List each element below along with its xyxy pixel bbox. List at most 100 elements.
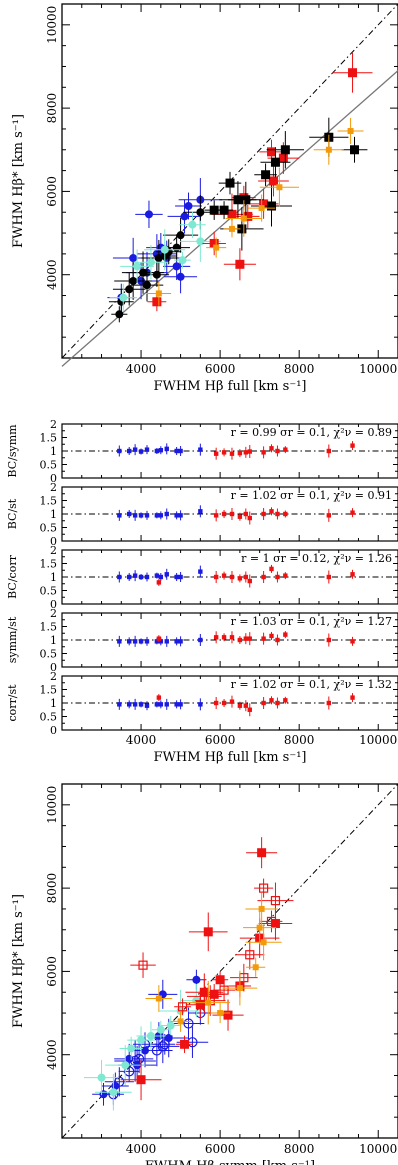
top-black-filled-square-point <box>241 195 251 205</box>
ratio-panel-5-ytick-label: 0 <box>50 724 57 737</box>
ratio-panel-1-blue-point <box>144 447 150 452</box>
ratio-panel-2-blue-point <box>174 513 179 518</box>
top-xlabel: FWHM Hβ full [km s⁻¹] <box>153 379 306 394</box>
ratio-panel-5-ytick-label: 1 <box>50 697 57 710</box>
top-red-filled-square-point <box>348 68 358 78</box>
ratio-panel-4-blue-point <box>127 639 132 644</box>
ratio-panel-1-ytick-label: 1.5 <box>40 432 58 445</box>
bottom-red-open-square-point <box>245 950 255 960</box>
ratio-panel-4-red-point <box>213 635 219 640</box>
top-ytick-label: 6000 <box>45 176 59 207</box>
ratio-panel-3-red-point <box>221 573 227 578</box>
bottom-orange-small-square-point <box>258 905 265 912</box>
ratio-panel-5-ytick-label: 1.5 <box>40 684 58 697</box>
ratio-panel-4-red-point <box>350 639 355 644</box>
ratio-panel-4-ylabel: symm/st <box>6 616 19 663</box>
ratio-panel-1-ytick-label: 0 <box>50 472 57 485</box>
ratio-panel-5-red-point <box>213 700 219 706</box>
ratio-panel-1-red-point <box>229 451 235 456</box>
top-ytick-label: 8000 <box>45 93 59 124</box>
ratio-panel-5-red-point <box>269 698 274 703</box>
ratio-panel-4-red-point <box>237 637 243 643</box>
ratio-xtick-label: 10000 <box>359 733 397 747</box>
ratio-panel-3-ytick-label: 1.5 <box>40 558 58 571</box>
bottom-cyan-filled-circle-point <box>166 1021 175 1030</box>
ratio-panel-5-red-point <box>156 695 162 700</box>
ratio-panel-2-red-point <box>283 511 288 517</box>
bottom-blue-filled-circle-point <box>164 1034 173 1043</box>
bottom-orange-small-square-point <box>256 924 263 931</box>
top-orange-small-square-point <box>213 244 220 251</box>
ratio-panel-4-red-point <box>326 637 332 643</box>
ratio-panel-4-blue-point <box>117 639 122 644</box>
bottom-orange-small-square-point <box>236 985 243 992</box>
bottom-red-open-square-point <box>270 896 281 906</box>
top-xtick-label: 8000 <box>284 362 315 376</box>
ratio-panel-3-red-point <box>247 578 252 584</box>
ratio-panel-5-red-point <box>243 703 249 708</box>
ratio-panel-2-red-point <box>261 511 266 517</box>
top-xtick-label: 4000 <box>126 362 157 376</box>
top-cyan-filled-circle-point <box>133 262 142 271</box>
ratio-panel-2-ytick-label: 1.5 <box>40 495 58 508</box>
top-orange-small-square-point <box>155 290 162 297</box>
ratio-panel-4-red-point <box>229 635 235 640</box>
bottom-red-open-square-point <box>138 960 148 970</box>
top-black-filled-circle-point <box>115 310 124 319</box>
ratio-panel-2-red-point <box>247 515 252 521</box>
ratio-panel-5-blue-point <box>144 703 150 708</box>
ratio-panel-4-blue-point <box>132 639 138 644</box>
bottom-xtick-label: 8000 <box>284 1142 315 1156</box>
top-red-filled-square-point <box>278 153 288 163</box>
ratio-panel-1-ytick-label: 0.5 <box>40 459 58 472</box>
ratio-panel-1-red-point <box>247 449 252 454</box>
ratio-panel-3-ylabel: BC/corr <box>6 554 19 598</box>
ratio-panel-5-red-point <box>261 700 266 706</box>
ratio-panel-5-red-point <box>283 698 288 703</box>
bottom-red-filled-square-point <box>257 848 267 858</box>
top-xtick-label: 6000 <box>205 362 236 376</box>
top-cyan-filled-circle-point <box>146 258 155 267</box>
bottom-cyan-filled-circle-point <box>137 1036 146 1045</box>
ratio-panel-5-blue-point <box>127 702 132 707</box>
top-cyan-filled-circle-point <box>160 245 169 254</box>
ratio-panel-5-blue-point <box>154 702 160 707</box>
ratio-panel-1-blue-point <box>174 448 179 454</box>
bottom-blue-open-circle-point <box>133 1053 145 1064</box>
ratio-panel-4-blue-point <box>158 639 164 644</box>
top-cyan-filled-circle-point <box>119 293 128 302</box>
bottom-xlabel: FWHM Hβ symm [km s⁻¹] <box>145 1159 315 1165</box>
ratio-panel-2-red-point <box>243 511 249 517</box>
ratio-panel-5-red-point <box>237 703 243 708</box>
ratio-panel-5-red-point <box>326 700 332 706</box>
ratio-panel-2-blue-point <box>178 513 183 518</box>
ratio-panel-2-blue-point <box>144 513 150 518</box>
ratio-panel-3-blue-point <box>138 574 144 580</box>
ratio-panel-3-red-point <box>326 574 332 580</box>
ratio-panel-4-blue-point <box>154 639 160 644</box>
ratio-panel-4-red-point <box>221 635 227 640</box>
ratio-panel-2-blue-point <box>198 509 203 514</box>
top-black-filled-square-point <box>267 201 277 211</box>
top-orange-small-square-point <box>240 215 247 222</box>
ratio-panel-3-blue-point <box>144 574 150 580</box>
ratio-panel-1-red-point <box>269 446 274 451</box>
ratio-panel-3-blue-point <box>198 569 203 574</box>
ratio-panel-1-blue-point <box>154 448 160 454</box>
top-black-filled-circle-point <box>172 243 181 252</box>
ratio-panel-2-red-point <box>326 513 332 518</box>
ratio-panel-4-red-point <box>156 636 162 641</box>
ratio-panel-3-ytick-label: 1 <box>50 571 57 584</box>
ratio-panel-1-ytick-label: 2 <box>50 418 57 431</box>
ratio-panel-3-blue-point <box>127 574 132 580</box>
top-blue-filled-circle-point <box>180 212 189 221</box>
top-blue-filled-circle-point <box>129 254 138 263</box>
ratio-panel-4-blue-point <box>178 639 183 644</box>
top-red-filled-square-point <box>235 259 245 269</box>
ratio-panel-4-red-point <box>275 637 280 643</box>
ratio-panel-2-blue-point <box>117 513 122 518</box>
top-orange-small-square-point <box>325 146 332 153</box>
ratio-panel-3-annotation: r = 1 σr = 0.12, χ²ν = 1.26 <box>241 552 392 565</box>
top-red-filled-square-point <box>268 176 278 186</box>
